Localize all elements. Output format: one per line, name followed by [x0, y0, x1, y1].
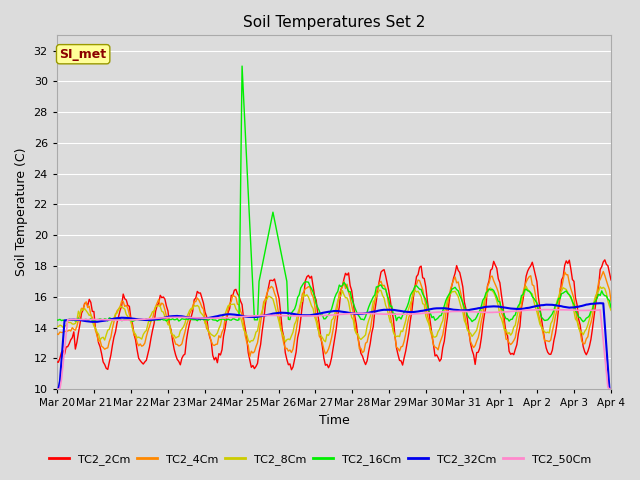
Y-axis label: Soil Temperature (C): Soil Temperature (C): [15, 148, 28, 276]
Title: Soil Temperatures Set 2: Soil Temperatures Set 2: [243, 15, 425, 30]
X-axis label: Time: Time: [319, 414, 349, 427]
Text: SI_met: SI_met: [60, 48, 107, 60]
Legend: TC2_2Cm, TC2_4Cm, TC2_8Cm, TC2_16Cm, TC2_32Cm, TC2_50Cm: TC2_2Cm, TC2_4Cm, TC2_8Cm, TC2_16Cm, TC2…: [45, 450, 595, 469]
